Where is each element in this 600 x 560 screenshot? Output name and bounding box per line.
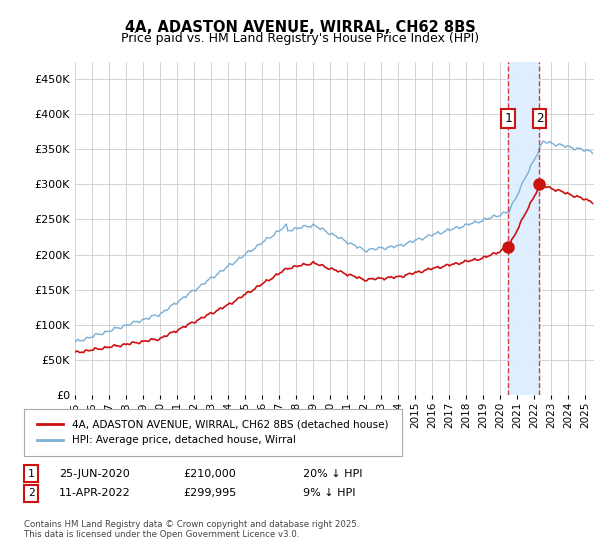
- Text: 20% ↓ HPI: 20% ↓ HPI: [303, 469, 362, 479]
- Text: £299,995: £299,995: [183, 488, 236, 498]
- Text: Price paid vs. HM Land Registry's House Price Index (HPI): Price paid vs. HM Land Registry's House …: [121, 32, 479, 45]
- Text: 4A, ADASTON AVENUE, WIRRAL, CH62 8BS: 4A, ADASTON AVENUE, WIRRAL, CH62 8BS: [125, 20, 475, 35]
- Text: 11-APR-2022: 11-APR-2022: [59, 488, 131, 498]
- Text: 2: 2: [28, 488, 35, 498]
- Bar: [508, 62, 539, 395]
- Text: £210,000: £210,000: [183, 469, 236, 479]
- Text: 9% ↓ HPI: 9% ↓ HPI: [303, 488, 355, 498]
- Legend: 4A, ADASTON AVENUE, WIRRAL, CH62 8BS (detached house), HPI: Average price, detac: 4A, ADASTON AVENUE, WIRRAL, CH62 8BS (de…: [33, 416, 392, 449]
- Text: 1: 1: [28, 469, 35, 479]
- Text: 2: 2: [536, 112, 543, 125]
- Text: 1: 1: [505, 112, 512, 125]
- Text: Contains HM Land Registry data © Crown copyright and database right 2025.
This d: Contains HM Land Registry data © Crown c…: [24, 520, 359, 539]
- Text: 25-JUN-2020: 25-JUN-2020: [59, 469, 130, 479]
